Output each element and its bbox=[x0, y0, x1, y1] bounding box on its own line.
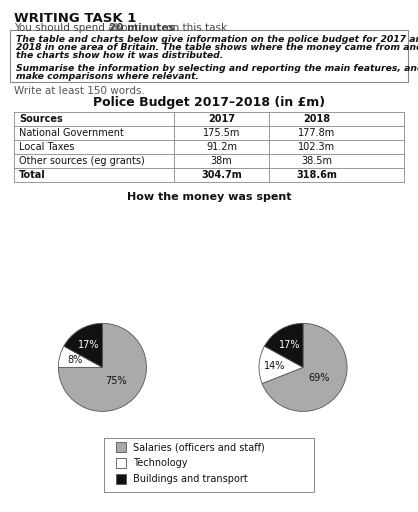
Text: 2018: 2018 bbox=[292, 354, 324, 367]
Wedge shape bbox=[259, 346, 303, 383]
Text: 75%: 75% bbox=[106, 376, 127, 387]
Wedge shape bbox=[59, 324, 146, 411]
Text: How the money was spent: How the money was spent bbox=[127, 192, 291, 202]
Bar bbox=[104, 438, 314, 492]
Text: National Government: National Government bbox=[19, 128, 124, 138]
Text: 2017: 2017 bbox=[208, 114, 235, 124]
Text: Sources: Sources bbox=[19, 114, 63, 124]
Text: 304.7m: 304.7m bbox=[201, 170, 242, 180]
Text: Other sources (eg grants): Other sources (eg grants) bbox=[19, 156, 145, 166]
Bar bbox=[116, 474, 126, 484]
Text: Technology: Technology bbox=[133, 458, 188, 468]
Bar bbox=[116, 442, 126, 452]
Text: 14%: 14% bbox=[264, 360, 285, 371]
Text: 20 minutes: 20 minutes bbox=[109, 23, 175, 33]
Text: Police Budget 2017–2018 (in £m): Police Budget 2017–2018 (in £m) bbox=[93, 96, 325, 109]
Text: make comparisons where relevant.: make comparisons where relevant. bbox=[16, 72, 199, 81]
Text: WRITING TASK 1: WRITING TASK 1 bbox=[14, 12, 136, 25]
Wedge shape bbox=[265, 324, 303, 368]
Wedge shape bbox=[59, 346, 102, 368]
Text: 69%: 69% bbox=[309, 373, 330, 383]
Text: 8%: 8% bbox=[67, 355, 82, 365]
Text: 2017: 2017 bbox=[74, 354, 106, 367]
Text: Write at least 150 words.: Write at least 150 words. bbox=[14, 86, 145, 96]
Text: Summarise the information by selecting and reporting the main features, and: Summarise the information by selecting a… bbox=[16, 63, 418, 73]
Wedge shape bbox=[262, 324, 347, 411]
Text: Salaries (officers and staff): Salaries (officers and staff) bbox=[133, 442, 265, 452]
Text: the charts show how it was distributed.: the charts show how it was distributed. bbox=[16, 51, 223, 60]
Text: 38m: 38m bbox=[211, 156, 232, 166]
Text: 175.5m: 175.5m bbox=[203, 128, 240, 138]
Text: 2018: 2018 bbox=[303, 114, 330, 124]
Text: 102.3m: 102.3m bbox=[298, 142, 335, 152]
Wedge shape bbox=[64, 324, 102, 368]
Text: 38.5m: 38.5m bbox=[301, 156, 332, 166]
Text: 17%: 17% bbox=[279, 339, 301, 350]
Text: The table and charts below give information on the police budget for 2017 and: The table and charts below give informat… bbox=[16, 35, 418, 44]
Text: You should spend about: You should spend about bbox=[14, 23, 142, 33]
Text: 318.6m: 318.6m bbox=[296, 170, 337, 180]
Bar bbox=[116, 458, 126, 468]
Text: on this task.: on this task. bbox=[163, 23, 230, 33]
Bar bbox=[10, 30, 408, 82]
Text: Total: Total bbox=[19, 170, 46, 180]
Text: 2018 in one area of Britain. The table shows where the money came from and: 2018 in one area of Britain. The table s… bbox=[16, 43, 418, 52]
Text: Local Taxes: Local Taxes bbox=[19, 142, 74, 152]
Text: 17%: 17% bbox=[78, 339, 100, 350]
Text: 91.2m: 91.2m bbox=[206, 142, 237, 152]
Text: Buildings and transport: Buildings and transport bbox=[133, 474, 248, 484]
Text: 177.8m: 177.8m bbox=[298, 128, 335, 138]
